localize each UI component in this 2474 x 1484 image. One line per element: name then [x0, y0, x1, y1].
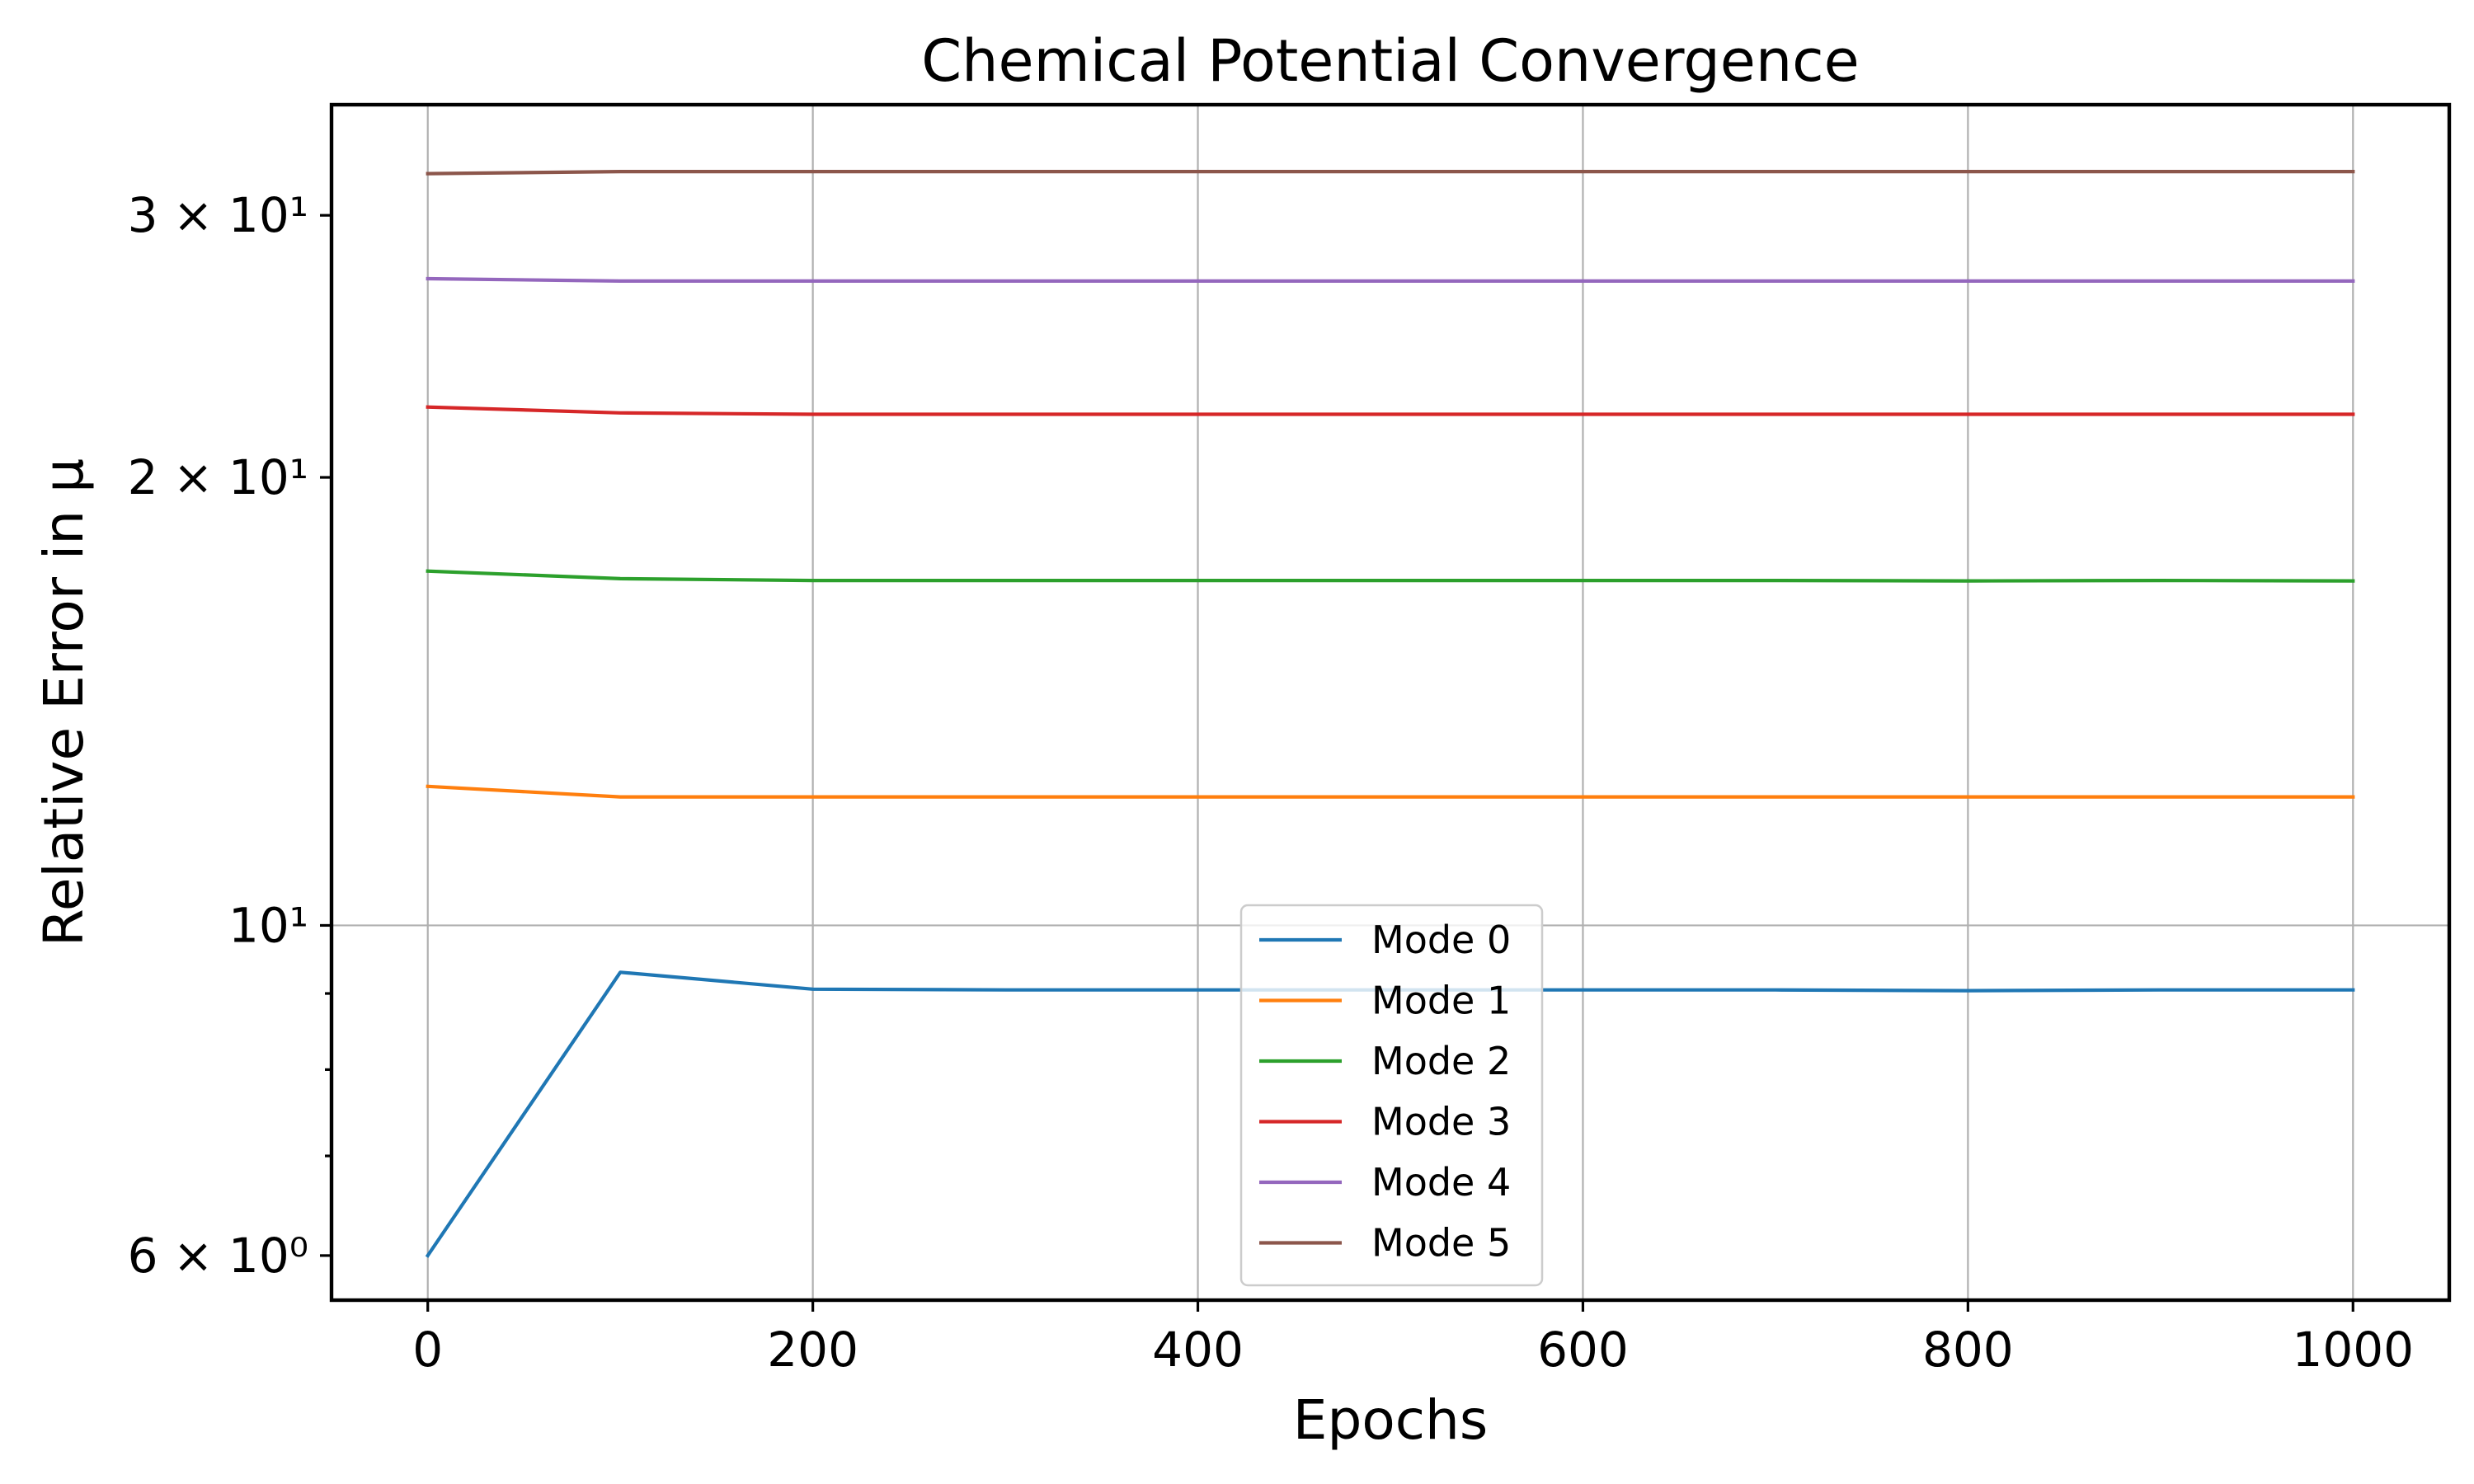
chart-title: Chemical Potential Convergence — [921, 27, 1859, 95]
series-line-mode-4 — [426, 276, 2355, 283]
y-tick-label: 6 × 10⁰ — [128, 1228, 308, 1284]
x-tick-label: 600 — [1537, 1322, 1629, 1378]
y-tick-label: 3 × 10¹ — [128, 187, 308, 243]
legend-label-mode-5: Mode 5 — [1371, 1221, 1511, 1266]
series-line-mode-2 — [426, 569, 2355, 583]
x-tick-label: 0 — [412, 1322, 443, 1378]
x-tick-label: 1000 — [2292, 1322, 2414, 1378]
x-axis-label: Epochs — [1293, 1388, 1488, 1452]
plot-frame — [329, 102, 2452, 1303]
legend: Mode 0 Mode 1 Mode 2 Mode 3 Mode 4 Mode 5 — [1239, 904, 1544, 1287]
legend-label-mode-2: Mode 2 — [1371, 1039, 1511, 1083]
x-tick-label: 200 — [767, 1322, 858, 1378]
y-tick-label: 10¹ — [228, 897, 308, 953]
series-line-mode-3 — [426, 405, 2355, 416]
legend-label-mode-0: Mode 0 — [1371, 918, 1511, 962]
x-tick-label: 800 — [1922, 1322, 2014, 1378]
plot-lines — [425, 170, 2355, 1258]
legend-label-mode-1: Mode 1 — [1371, 979, 1511, 1023]
legend-label-mode-3: Mode 3 — [1371, 1100, 1511, 1144]
series-line-mode-1 — [426, 784, 2355, 799]
x-tick-label: 400 — [1152, 1322, 1244, 1378]
y-tick-label: 2 × 10¹ — [128, 449, 308, 505]
series-line-mode-5 — [426, 170, 2355, 176]
y-axis-label: Relative Error in μ — [32, 458, 96, 946]
axis-ticks: 0 200 400 600 800 1000 6 × 10⁰ 10¹ 2 × 10¹ 3 × 10… — [128, 187, 2415, 1378]
legend-label-mode-4: Mode 4 — [1371, 1160, 1511, 1205]
